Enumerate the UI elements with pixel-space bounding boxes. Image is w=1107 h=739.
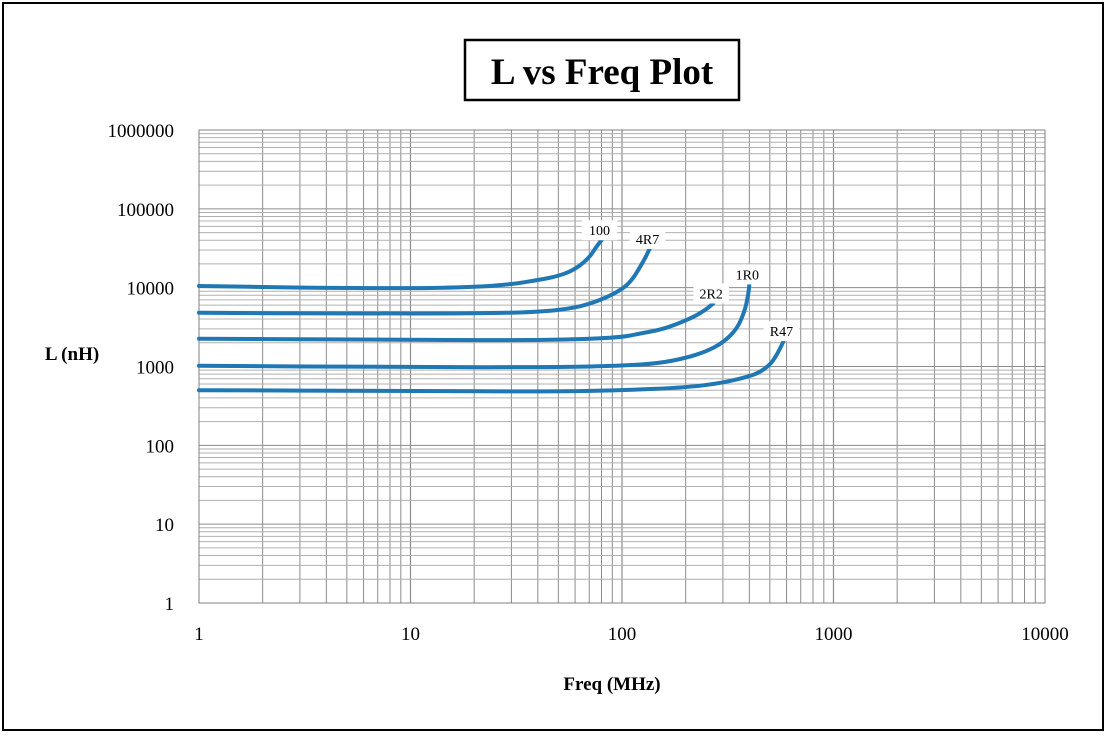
series-layer — [197, 238, 786, 394]
y-tick-label: 1000 — [136, 358, 174, 379]
series-label-bg — [693, 283, 729, 304]
series-label-1r0: 1R0 — [736, 268, 759, 283]
y-tick-label: 100 — [146, 436, 175, 457]
series-label-bg — [729, 264, 766, 285]
series-line-2r2 — [197, 301, 716, 343]
series-label-bg — [763, 321, 800, 342]
series-line-4r7 — [197, 246, 652, 316]
y-axis-label: L (nH) — [45, 344, 99, 365]
series-label-r47: R47 — [770, 325, 793, 340]
y-tick-label: 1 — [165, 594, 175, 615]
x-tick-label: 1 — [194, 624, 204, 645]
chart-title: L vs Freq Plot — [491, 52, 714, 93]
series-line-100 — [197, 238, 604, 291]
x-axis-label: Freq (MHz) — [563, 674, 660, 695]
x-tick-label: 100 — [608, 624, 637, 645]
series-line-1r0 — [197, 282, 752, 370]
x-tick-label: 1000 — [815, 624, 853, 645]
y-tick-label: 1000000 — [108, 121, 175, 142]
tick-label-layer: 1 10 100 1000 10000 1 10 100 1000 10000 100000 1000… — [108, 121, 1069, 645]
series-label-4r7: 4R7 — [636, 233, 659, 248]
y-tick-label: 10000 — [127, 279, 175, 300]
series-label-100: 100 — [589, 224, 610, 239]
series-label-layer: 100 4R7 2R2 1R0 R47 — [581, 220, 800, 342]
title-box — [463, 38, 741, 102]
series-label-2r2: 2R2 — [700, 287, 723, 302]
series-label-bg — [581, 220, 618, 241]
y-tick-label: 10 — [155, 515, 174, 536]
y-tick-label: 100000 — [117, 200, 174, 221]
x-tick-label: 10 — [401, 624, 420, 645]
series-label-bg — [629, 228, 666, 249]
series-line-r47 — [197, 339, 786, 394]
x-tick-label: 10000 — [1021, 624, 1069, 645]
